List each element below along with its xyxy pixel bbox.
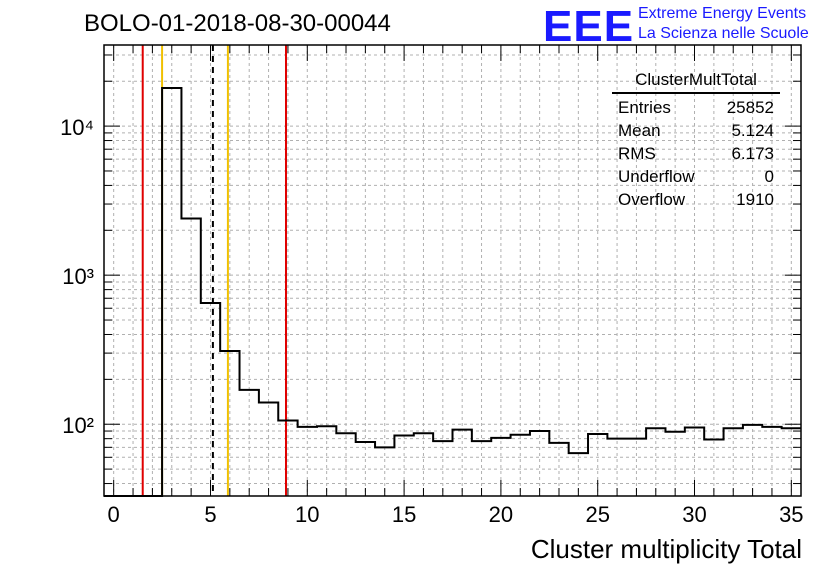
x-tick-label: 20 (489, 502, 513, 527)
stats-label: Mean (618, 121, 661, 140)
stats-value: 0 (764, 167, 774, 186)
stats-row: Entries 25852 (612, 96, 780, 119)
histogram-line (104, 87, 801, 497)
stats-box: ClusterMultTotal Entries 25852 Mean 5.124 … (612, 70, 780, 211)
x-axis-label: Cluster multiplicity Total (530, 534, 802, 564)
x-tick-label: 10 (295, 502, 319, 527)
grid (104, 45, 801, 496)
reference-lines (141, 45, 287, 496)
x-tick-label: 25 (585, 502, 609, 527)
logo-caption: Extreme Energy Events La Scienza nelle S… (638, 4, 809, 44)
stats-value: 1910 (736, 190, 774, 209)
y-tick-label: 10² (62, 413, 94, 438)
stats-label: Entries (618, 98, 671, 117)
axes: 0 5 10 15 20 25 30 35 10² 10³ 10⁴ (60, 45, 804, 527)
stats-label: RMS (618, 144, 656, 163)
logo-line-1: Extreme Energy Events (638, 5, 807, 22)
y-tick-label: 10⁴ (60, 115, 94, 140)
stats-row: RMS 6.173 (612, 142, 780, 165)
y-tick-label: 10³ (62, 264, 94, 289)
x-tick-label: 35 (779, 502, 803, 527)
plot-frame (103, 44, 802, 497)
x-tick-label: 5 (204, 502, 216, 527)
stats-row: Mean 5.124 (612, 119, 780, 142)
stats-row: Overflow 1910 (612, 188, 780, 211)
stats-value: 5.124 (731, 121, 774, 140)
chart-title: BOLO-01-2018-08-30-00044 (84, 10, 391, 37)
x-tick-label: 30 (682, 502, 706, 527)
stats-label: Overflow (618, 190, 686, 209)
stats-title: ClusterMultTotal (612, 70, 780, 94)
eee-logo: EEE (543, 2, 635, 51)
x-tick-label: 0 (108, 502, 120, 527)
x-tick-label: 15 (392, 502, 416, 527)
stats-value: 6.173 (731, 144, 774, 163)
logo-line-2: La Scienza nelle Scuole (638, 25, 809, 42)
stats-value: 25852 (726, 98, 774, 117)
stats-label: Underflow (618, 167, 695, 186)
stats-row: Underflow 0 (612, 165, 780, 188)
